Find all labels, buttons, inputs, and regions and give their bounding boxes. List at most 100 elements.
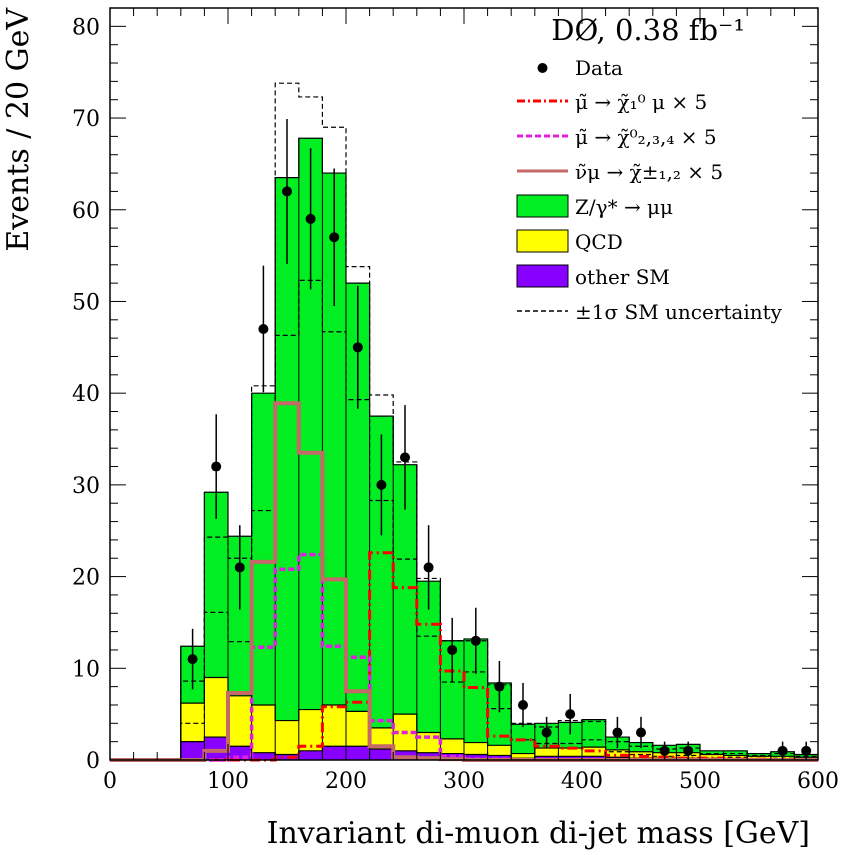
data-point <box>447 644 458 655</box>
legend-data: Data <box>537 56 623 80</box>
y-tick-label: 0 <box>86 749 100 774</box>
legend-label: ±1σ SM uncertainty <box>575 300 783 324</box>
bar-qcd <box>180 703 205 742</box>
bar-z <box>487 682 512 746</box>
data-point <box>376 479 387 490</box>
y-tick-label: 20 <box>72 566 100 591</box>
bar-z <box>440 640 464 739</box>
bar-z <box>582 719 606 748</box>
legend-sneutrino: ν̃μ → χ̃±₁,₂ × 5 <box>517 160 723 184</box>
data-point <box>518 699 528 710</box>
data-point <box>541 727 552 738</box>
bar-qcd <box>440 738 464 754</box>
bar-qcd <box>251 704 276 753</box>
legend-label: Data <box>575 56 623 80</box>
bar-qcd <box>464 742 488 755</box>
bar-other-sm <box>298 750 323 760</box>
x-tick-label: 500 <box>679 769 721 794</box>
x-tick-label: 200 <box>325 769 367 794</box>
legend-label: Z/γ* → μμ <box>575 195 673 219</box>
bar-z <box>251 393 276 705</box>
signal-smuon-chi1-curve <box>110 551 818 762</box>
legend: DØ, 0.38 fb⁻¹ Data μ̃ → χ̃₁⁰ μ × 5 μ̃ → χ̃… <box>516 13 783 324</box>
bar-other-sm <box>180 741 205 760</box>
legend-title: DØ, 0.38 fb⁻¹ <box>551 13 745 47</box>
bar-other-sm <box>322 746 346 760</box>
bar-other-sm <box>464 754 488 760</box>
legend-label: other SM <box>575 265 670 289</box>
data-points <box>187 118 812 760</box>
data-point <box>211 461 222 472</box>
bar-z <box>369 416 394 728</box>
data-point <box>659 745 670 756</box>
legend-sm-uncertainty: ±1σ SM uncertainty <box>517 300 783 324</box>
legend-smuon-chi234: μ̃ → χ̃⁰₂,₃,₄ × 5 <box>517 125 717 149</box>
data-point <box>423 562 434 573</box>
bar-qcd <box>558 748 582 757</box>
bar-other-sm <box>204 737 228 760</box>
bar-z <box>747 753 771 757</box>
x-axis-title: Invariant di-muon di-jet mass [GeV] <box>267 816 810 851</box>
data-point <box>187 654 198 665</box>
y-tick-label: 30 <box>72 474 100 499</box>
y-tick-label: 50 <box>72 290 100 315</box>
bar-z <box>298 138 323 710</box>
bar-qcd <box>204 677 228 738</box>
x-tick-label: 600 <box>797 769 839 794</box>
data-point <box>258 323 269 334</box>
bar-z <box>322 173 346 705</box>
data-point <box>636 727 646 738</box>
bar-z <box>204 492 228 678</box>
x-tick-label: 300 <box>443 769 485 794</box>
bar-z <box>723 750 748 756</box>
x-tick-label: 400 <box>561 769 603 794</box>
data-point <box>494 681 505 692</box>
bar-qcd <box>275 720 299 755</box>
bar-qcd <box>298 709 323 751</box>
x-tick-label: 0 <box>103 769 117 794</box>
bar-other-sm <box>251 752 276 760</box>
legend-marker-dot <box>537 63 548 73</box>
legend-qcd: QCD <box>516 229 623 254</box>
axis-ticks <box>109 7 819 761</box>
legend-smuon-chi1: μ̃ → χ̃₁⁰ μ × 5 <box>517 90 707 114</box>
bar-z <box>558 722 582 749</box>
legend-z-gamma: Z/γ* → μμ <box>516 194 673 219</box>
bar-qcd <box>723 755 748 760</box>
legend-marker-box <box>516 264 569 288</box>
legend-label: QCD <box>575 230 623 254</box>
data-point <box>612 727 623 738</box>
data-point <box>777 745 788 756</box>
bar-qcd <box>346 711 370 747</box>
legend-label: ν̃μ → χ̃±₁,₂ × 5 <box>575 160 723 184</box>
bar-other-sm <box>369 748 394 760</box>
bar-qcd <box>511 753 535 759</box>
y-tick-label: 80 <box>72 15 100 40</box>
data-point <box>565 709 576 720</box>
tick-labels: 0 100 200 300 400 500 600 0 10 20 30 40 50 60 70 80 <box>72 15 839 794</box>
bar-z <box>393 464 417 715</box>
legend-label: μ̃ → χ̃⁰₂,₃,₄ × 5 <box>575 125 717 149</box>
legend-marker-box <box>516 229 569 253</box>
y-axis-title: Events / 20 GeV <box>1 7 36 252</box>
data-point <box>329 232 340 243</box>
bar-z <box>346 283 370 712</box>
bar-other-sm <box>275 754 299 760</box>
bar-qcd <box>605 749 630 758</box>
legend-label: μ̃ → χ̃₁⁰ μ × 5 <box>575 90 707 114</box>
y-tick-label: 10 <box>72 657 100 682</box>
data-point <box>282 186 292 197</box>
bar-z <box>700 750 724 755</box>
data-point <box>470 635 481 646</box>
bar-z <box>464 638 488 743</box>
legend-marker-box <box>516 194 569 218</box>
data-point <box>352 342 363 353</box>
y-tick-label: 60 <box>72 199 100 224</box>
bar-qcd <box>369 727 394 749</box>
data-point <box>305 213 316 224</box>
bar-qcd <box>534 748 559 757</box>
bar-other-sm <box>346 746 370 760</box>
legend-other-sm: other SM <box>516 264 670 289</box>
bar-qcd <box>487 745 512 756</box>
